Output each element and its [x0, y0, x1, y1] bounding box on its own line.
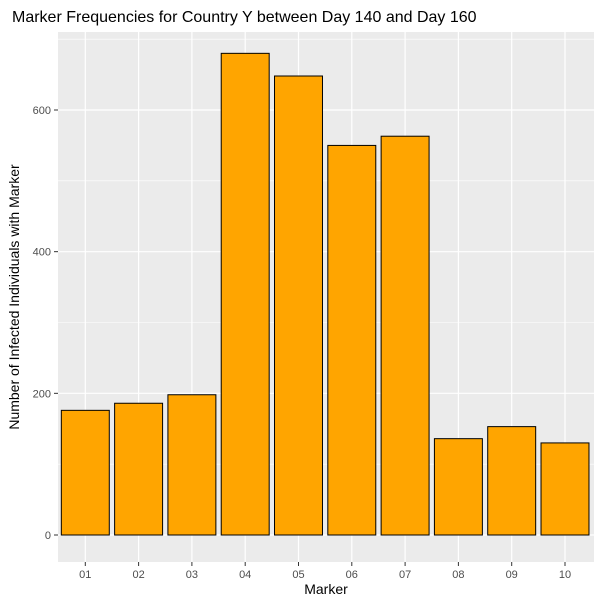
- bars: [60, 52, 590, 536]
- bar-03: [167, 394, 217, 536]
- x-tick-label: 04: [239, 569, 251, 581]
- x-tick-label: 05: [292, 569, 304, 581]
- y-tick-label: 0: [45, 530, 51, 542]
- chart-title: Marker Frequencies for Country Y between…: [12, 9, 477, 26]
- y-axis-title: Number of Infected Individuals with Mark…: [6, 164, 22, 430]
- x-tick-label: 07: [399, 569, 411, 581]
- y-axis: 0 200 400 600: [33, 105, 58, 542]
- bar-05: [274, 75, 323, 536]
- x-tick-label: 08: [452, 569, 464, 581]
- x-axis-title: Marker: [304, 581, 348, 597]
- bar-08: [433, 438, 483, 536]
- bar-01: [60, 409, 110, 536]
- bar-02: [114, 402, 164, 536]
- x-tick-label: 06: [346, 569, 358, 581]
- x-axis: 01 02 03 04 05 06 07 08 09 10: [79, 562, 571, 581]
- bar-06: [327, 144, 377, 536]
- x-tick-label: 02: [132, 569, 144, 581]
- x-tick-label: 03: [186, 569, 198, 581]
- bar-10: [540, 442, 590, 536]
- bar-04: [220, 52, 270, 536]
- x-tick-label: 10: [559, 569, 571, 581]
- y-tick-label: 400: [33, 247, 51, 259]
- x-tick-label: 01: [79, 569, 91, 581]
- y-tick-label: 600: [33, 105, 51, 117]
- x-tick-label: 09: [506, 569, 518, 581]
- bar-07: [380, 135, 430, 536]
- bar-09: [487, 426, 537, 536]
- y-tick-label: 200: [33, 388, 51, 400]
